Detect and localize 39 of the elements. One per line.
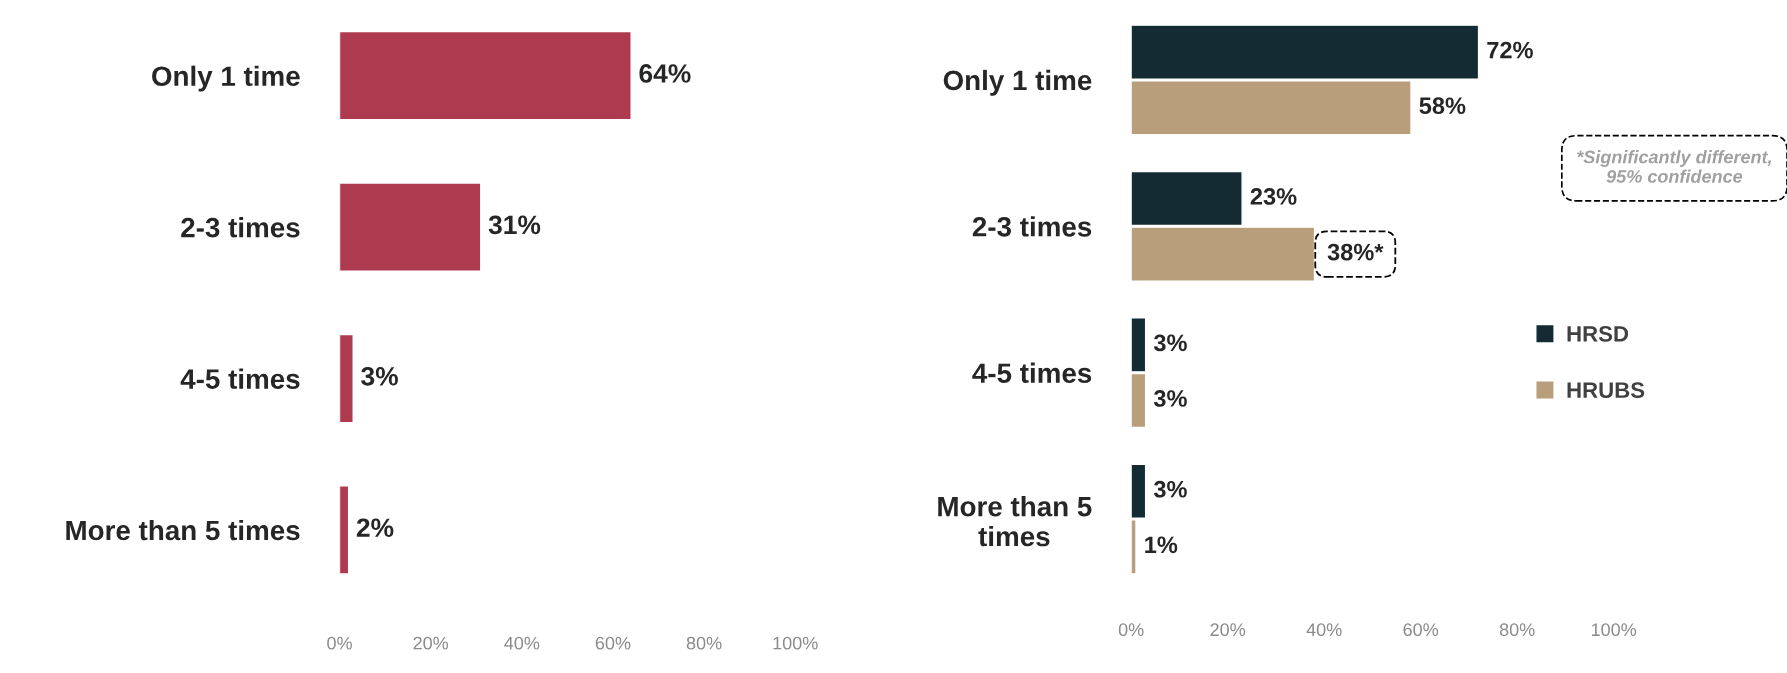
data-label: 64%: [639, 64, 691, 83]
x-tick-label: 20%: [1210, 623, 1246, 637]
legend-label: HRUBS: [1567, 382, 1645, 398]
data-label: 1%: [1145, 536, 1178, 554]
y-tick-label: 4-5 times: [972, 362, 1092, 384]
data-label: 3%: [1153, 480, 1187, 498]
y-tick-label: 4-5 times: [180, 368, 300, 389]
data-label: 72%: [1487, 41, 1533, 59]
x-tick-label: 0%: [1118, 623, 1144, 637]
x-tick-label: 80%: [686, 636, 722, 650]
x-tick-label: 0%: [327, 636, 352, 650]
x-tick-label: 80%: [1499, 623, 1535, 637]
y-tick-label: More than 5 times: [938, 496, 1092, 547]
y-tick-label: 2-3 times: [181, 217, 300, 238]
data-label: 31%: [488, 215, 541, 235]
data-label: 2%: [356, 518, 394, 538]
x-tick-label: 40%: [504, 636, 540, 650]
y-tick-label: 2-3 times: [972, 216, 1092, 237]
y-tick-label: Only 1 time: [943, 69, 1092, 96]
data-label: 3%: [361, 366, 398, 386]
bar: [339, 30, 632, 121]
bar: [339, 182, 482, 272]
y-tick-label: Only 1 time: [152, 65, 300, 92]
data-label: 38%*: [1327, 243, 1384, 261]
x-tick-label: 40%: [1306, 623, 1342, 637]
x-tick-label: 100%: [773, 636, 818, 650]
annotation: *Significantly different, 95% confidence: [1577, 150, 1772, 183]
x-tick-label: 60%: [595, 636, 631, 650]
bar: [339, 333, 354, 424]
bar: [339, 485, 350, 575]
data-label: 23%: [1250, 188, 1297, 205]
data-label: 3%: [1153, 390, 1187, 407]
x-tick-label: 100%: [1591, 623, 1637, 637]
x-tick-label: 20%: [413, 636, 449, 650]
data-label: 3%: [1153, 334, 1187, 352]
legend-label: HRSD: [1567, 325, 1629, 342]
x-tick-label: 60%: [1403, 623, 1439, 637]
data-label: 58%: [1419, 97, 1466, 115]
y-tick-label: More than 5 times: [66, 519, 300, 541]
